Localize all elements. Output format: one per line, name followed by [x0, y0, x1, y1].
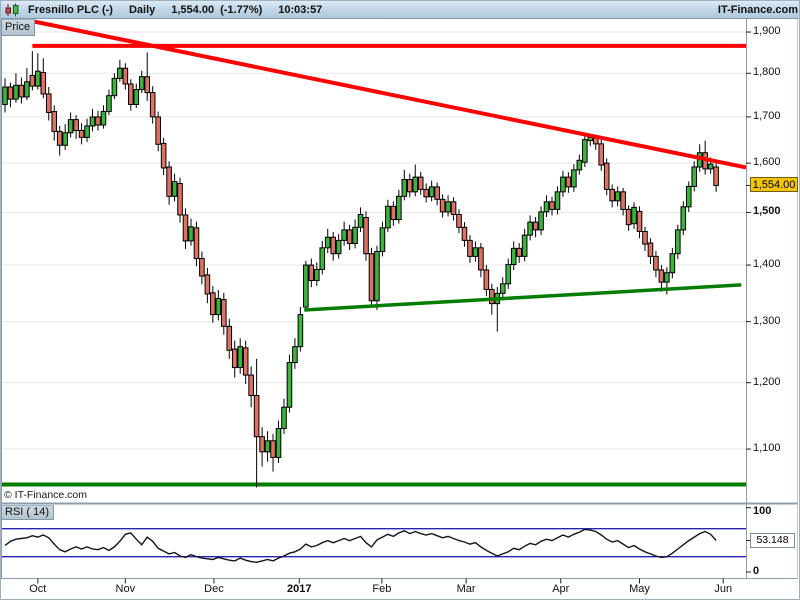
- last-price: 1,554.00: [171, 3, 215, 16]
- rsi-value-axis-tag: 53.148: [750, 533, 795, 549]
- copyright-watermark: © IT-Finance.com: [4, 489, 88, 501]
- price-tick-label: 1,700: [753, 109, 781, 122]
- candlestick-icon: [5, 3, 19, 16]
- price-tick-label: 1,100: [753, 442, 781, 455]
- price-tick-label: 1,400: [753, 258, 781, 271]
- axis-ticks: [37, 31, 751, 584]
- x-axis-month-label: Feb: [372, 583, 392, 595]
- quote-time: 10:03:57: [278, 3, 323, 16]
- x-axis-month-label: Jun: [714, 583, 733, 595]
- timeframe-label: Daily: [128, 3, 156, 16]
- price-tick-label: 1,600: [753, 156, 781, 169]
- x-axis-month-label: Dec: [204, 583, 224, 595]
- symbol-name: Fresnillo PLC (-): [28, 3, 113, 16]
- x-axis-month-label: Apr: [552, 583, 570, 595]
- title-bar: Fresnillo PLC (-) Daily 1,554.00 (-1.77%…: [1, 1, 799, 19]
- price-tick-label: 1,200: [753, 375, 781, 388]
- x-axis-month-label: Mar: [456, 583, 476, 595]
- rsi-tick-label-100: 100: [753, 505, 772, 517]
- tab-rsi[interactable]: RSI ( 14): [1, 505, 55, 520]
- price-tick-label: 1,500: [753, 205, 781, 218]
- x-axis-month-label: Oct: [29, 583, 47, 595]
- rsi-layer: [1, 528, 746, 564]
- panel-borders: [1, 19, 798, 579]
- x-axis-month-label: May: [629, 583, 650, 595]
- trendlines-layer: [28, 18, 747, 312]
- x-axis-month-label: Nov: [115, 583, 136, 595]
- change-percent: (-1.77%): [220, 3, 263, 16]
- tab-price[interactable]: Price: [1, 19, 36, 36]
- last-price-axis-tag: 1,554.00: [750, 177, 798, 193]
- brand-link[interactable]: IT-Finance.com: [717, 3, 798, 16]
- x-axis-month-label: 2017: [287, 583, 312, 595]
- price-tick-label: 1,800: [753, 66, 781, 79]
- rsi-tick-label-0: 0: [753, 565, 760, 577]
- price-tick-label: 1,300: [753, 314, 781, 327]
- price-tick-label: 1,900: [753, 25, 781, 38]
